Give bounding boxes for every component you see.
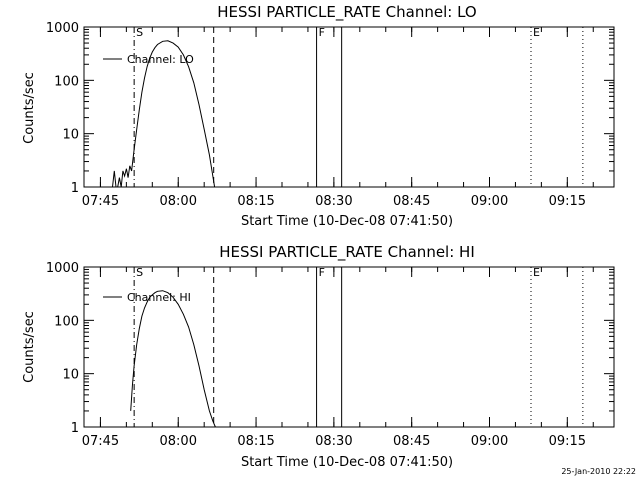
x-tick-label: 07:45 <box>82 434 119 449</box>
x-tick-label: 08:00 <box>160 434 197 449</box>
x-tick-label: 08:15 <box>237 434 274 449</box>
y-tick-label: 1000 <box>46 261 79 276</box>
x-tick-label: 09:15 <box>549 434 586 449</box>
event-marker-label: S <box>136 266 143 279</box>
plot-frame <box>83 266 615 428</box>
x-tick-label: 08:30 <box>315 434 352 449</box>
y-tick-label: 100 <box>54 314 79 329</box>
x-tick-label: 09:00 <box>471 194 508 209</box>
y-axis-label-lo: Counts/sec <box>22 72 37 144</box>
x-tick-label: 08:30 <box>315 194 352 209</box>
y-tick-label: 1 <box>71 181 79 196</box>
y-axis-label-hi: Counts/sec <box>22 311 37 383</box>
x-tick-label: 07:45 <box>82 194 119 209</box>
y-tick-label: 10 <box>62 128 79 143</box>
y-tick-label: 1000 <box>46 21 79 36</box>
y-tick-label: 1 <box>71 421 79 436</box>
y-tick-label: 100 <box>54 74 79 89</box>
legend-label-lo: Channel: LO <box>127 53 194 66</box>
x-axis-label-hi: Start Time (10-Dec-08 07:41:50) <box>241 455 453 470</box>
chart-title-lo: HESSI PARTICLE_RATE Channel: LO <box>217 3 476 22</box>
legend-label-hi: Channel: HI <box>127 291 191 304</box>
event-marker-label: S <box>136 26 143 39</box>
x-tick-label: 08:45 <box>393 194 430 209</box>
x-tick-label: 08:15 <box>237 194 274 209</box>
footer-timestamp: 25-Jan-2010 22:22 <box>561 467 636 476</box>
event-marker-label: F <box>319 266 325 279</box>
x-tick-label: 09:00 <box>471 434 508 449</box>
y-tick-label: 10 <box>62 368 79 383</box>
event-marker-label: F <box>319 26 325 39</box>
series-line <box>130 290 216 428</box>
plot-frame <box>83 26 615 188</box>
x-tick-label: 08:00 <box>160 194 197 209</box>
x-axis-label-lo: Start Time (10-Dec-08 07:41:50) <box>241 214 453 229</box>
chart-panel-hi: HESSI PARTICLE_RATE Channel: HI Start Ti… <box>22 243 615 470</box>
series-line <box>112 40 216 188</box>
x-tick-label: 08:45 <box>393 434 430 449</box>
x-tick-label: 09:15 <box>549 194 586 209</box>
chart-panel-lo: HESSI PARTICLE_RATE Channel: LO Start Ti… <box>22 3 615 229</box>
event-marker-label: E <box>533 26 540 39</box>
event-marker-label: E <box>533 266 540 279</box>
chart-title-hi: HESSI PARTICLE_RATE Channel: HI <box>219 243 475 262</box>
